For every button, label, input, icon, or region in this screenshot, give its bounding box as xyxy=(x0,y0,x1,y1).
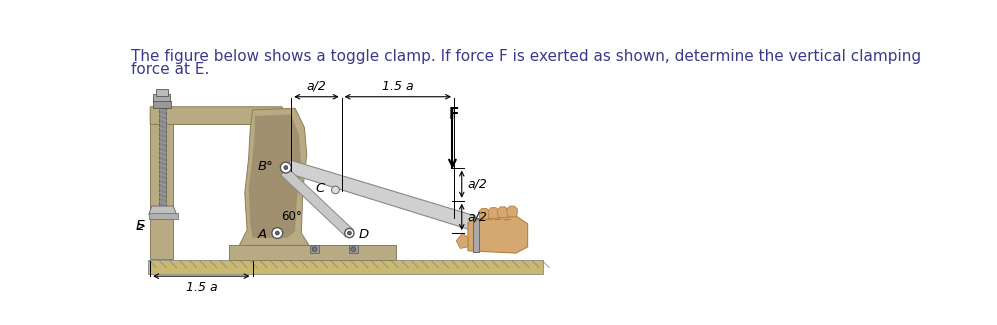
Polygon shape xyxy=(489,208,498,218)
Circle shape xyxy=(275,231,279,235)
Text: F: F xyxy=(449,107,460,122)
Bar xyxy=(349,245,358,253)
Circle shape xyxy=(332,186,339,194)
Text: D: D xyxy=(359,228,369,241)
Text: 1.5 a: 1.5 a xyxy=(185,281,217,294)
Text: a/2: a/2 xyxy=(468,210,488,223)
Text: 1.5 a: 1.5 a xyxy=(382,80,414,93)
Polygon shape xyxy=(479,208,490,219)
Polygon shape xyxy=(468,216,527,253)
Text: a/2: a/2 xyxy=(306,80,326,93)
Text: 60°: 60° xyxy=(281,210,302,223)
Polygon shape xyxy=(457,233,468,248)
Text: force at E.: force at E. xyxy=(131,62,209,77)
Circle shape xyxy=(351,247,356,252)
Text: The figure below shows a toggle clamp. If force F is exerted as shown, determine: The figure below shows a toggle clamp. I… xyxy=(131,49,921,64)
Bar xyxy=(310,245,319,253)
Circle shape xyxy=(284,166,288,170)
Bar xyxy=(154,95,170,102)
Bar xyxy=(151,107,282,124)
Circle shape xyxy=(272,227,283,239)
Text: E: E xyxy=(136,219,145,233)
Bar xyxy=(229,245,396,260)
Polygon shape xyxy=(149,206,176,215)
Polygon shape xyxy=(506,206,517,217)
Circle shape xyxy=(280,162,291,173)
Polygon shape xyxy=(248,114,301,238)
Circle shape xyxy=(345,228,354,238)
Bar xyxy=(153,101,171,108)
Circle shape xyxy=(347,231,351,235)
Circle shape xyxy=(312,247,317,252)
Bar xyxy=(148,260,543,274)
Polygon shape xyxy=(290,160,476,231)
Bar xyxy=(156,89,168,96)
Bar xyxy=(149,213,178,219)
Text: C: C xyxy=(315,182,325,195)
Bar xyxy=(474,218,479,252)
Bar xyxy=(159,108,166,206)
Polygon shape xyxy=(498,207,508,218)
Text: A: A xyxy=(257,228,266,241)
Bar xyxy=(151,107,173,259)
Text: B°: B° xyxy=(257,160,273,173)
Polygon shape xyxy=(151,107,282,124)
Text: a/2: a/2 xyxy=(468,178,488,191)
Polygon shape xyxy=(281,168,353,237)
Polygon shape xyxy=(239,108,309,245)
